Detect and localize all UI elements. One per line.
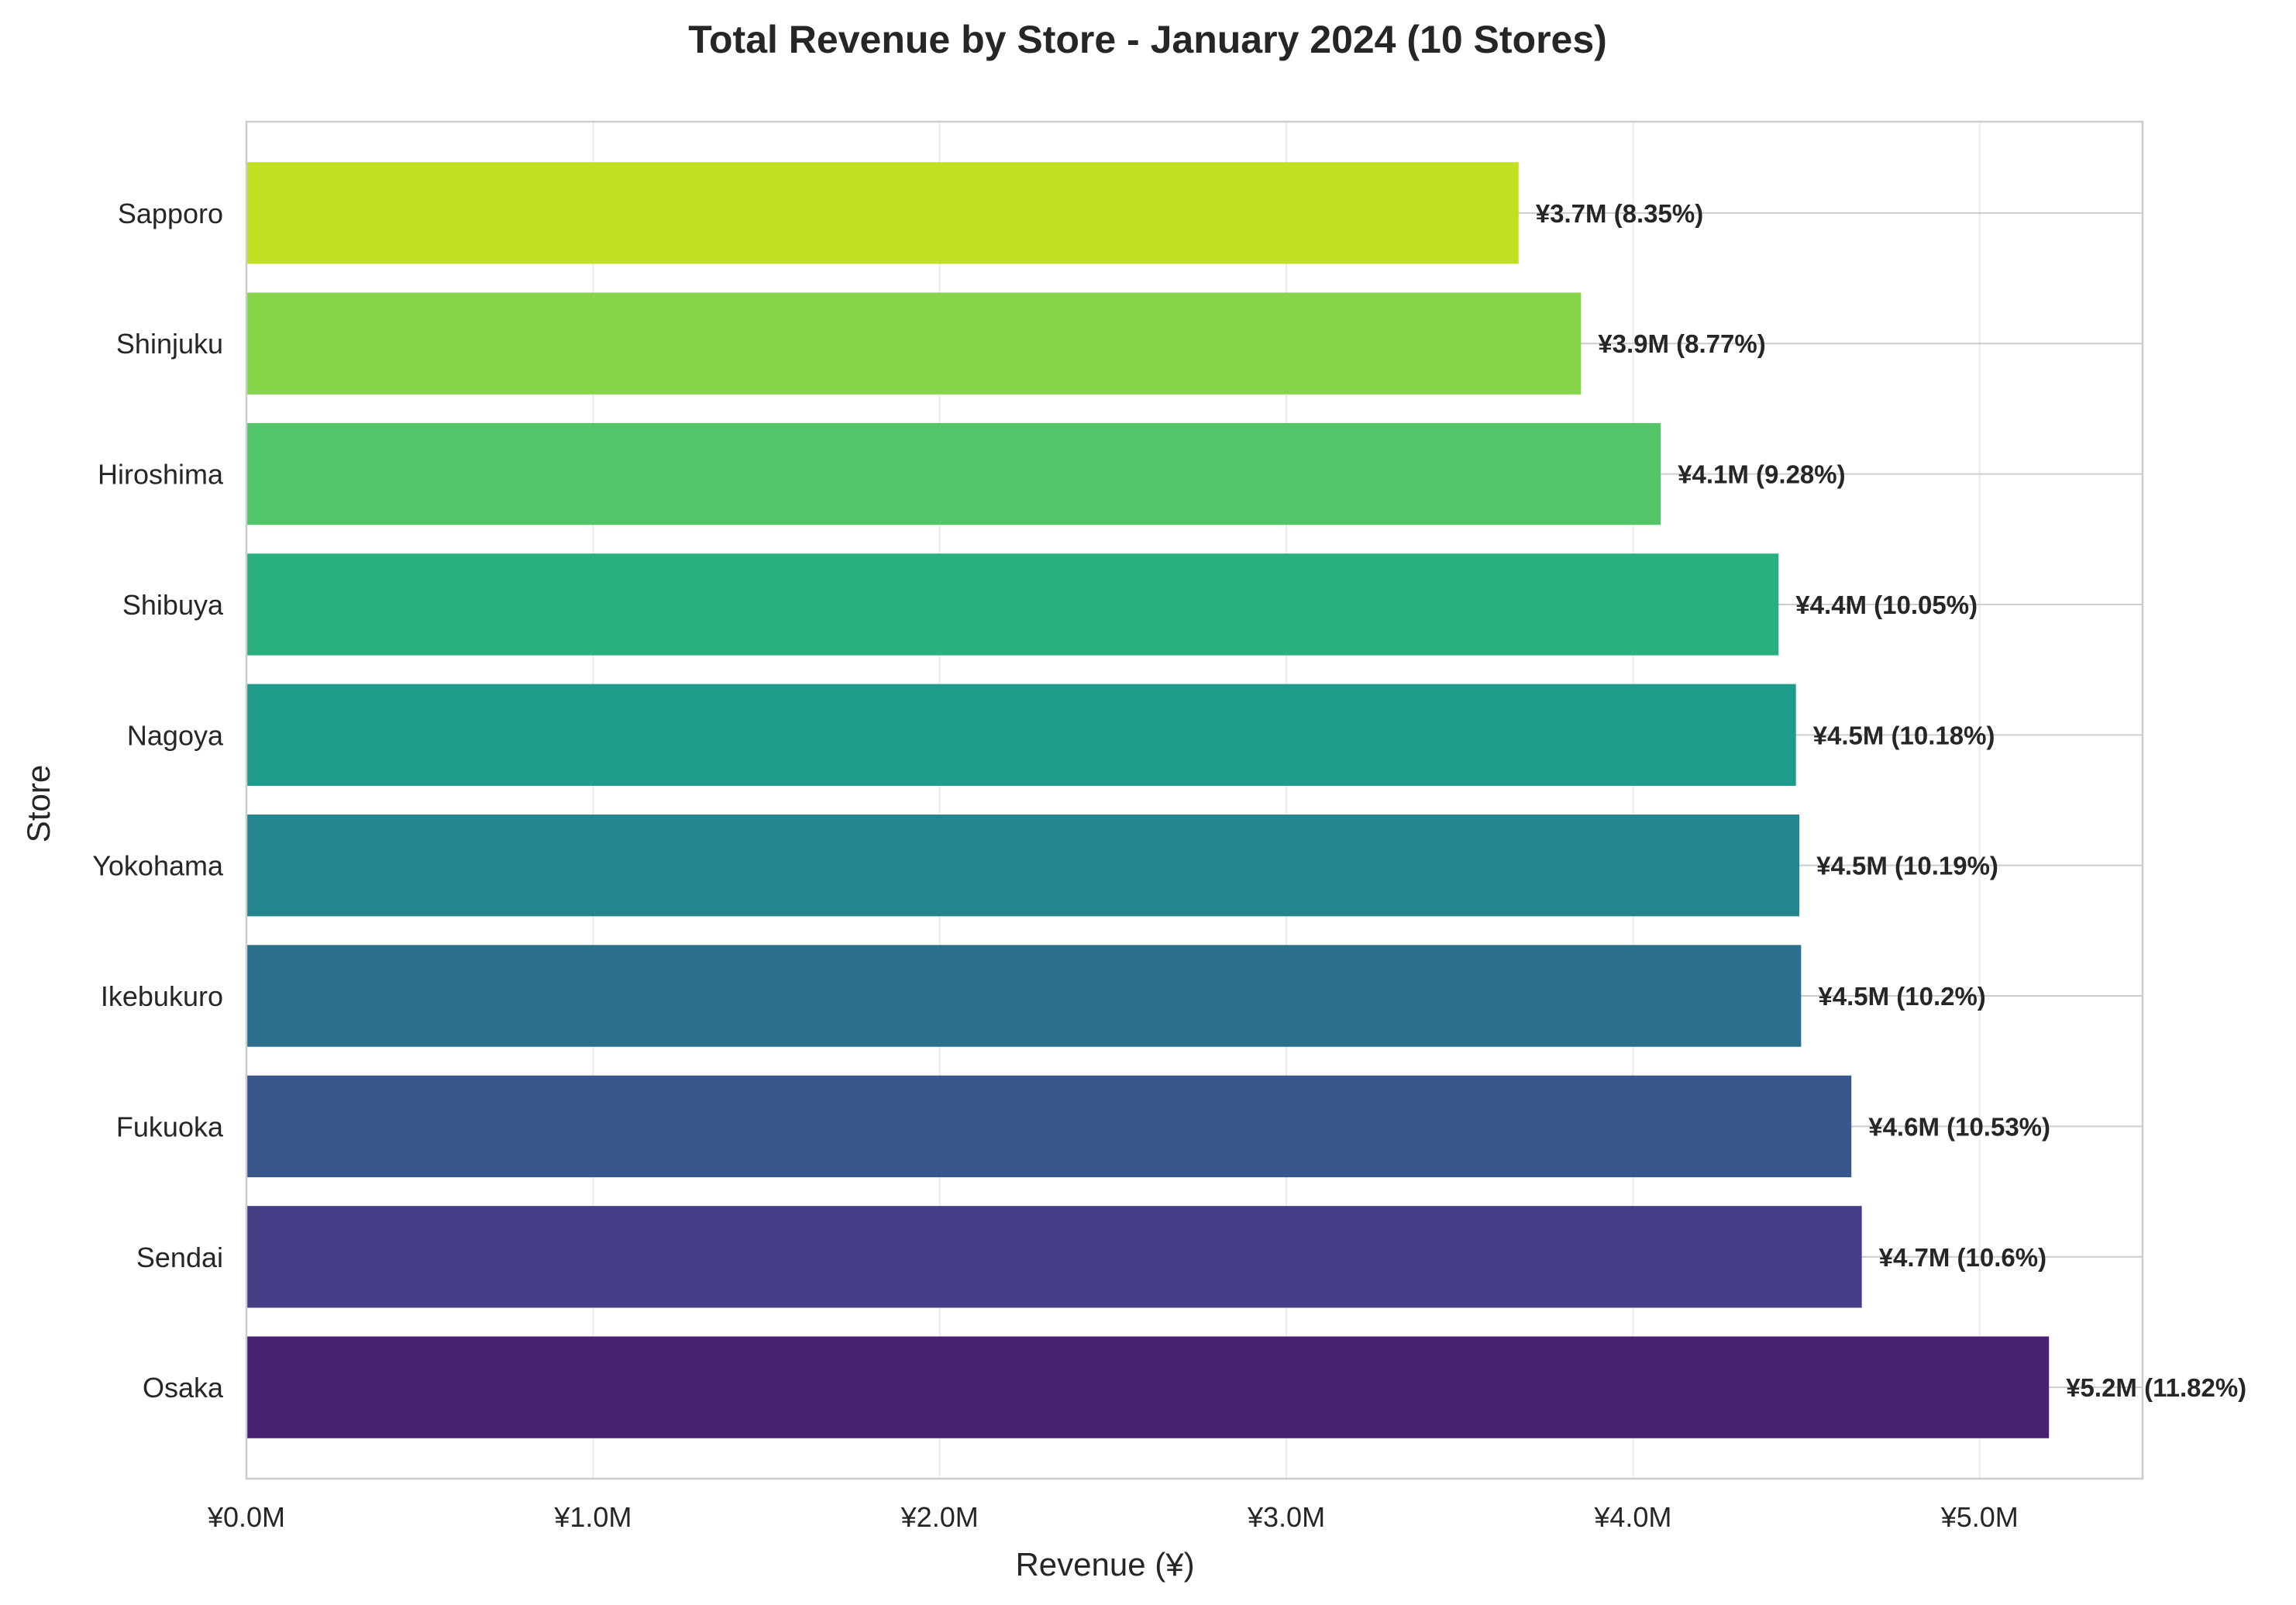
y-tick-label: Shibuya	[122, 589, 224, 621]
bar-value-label: ¥4.5M (10.2%)	[1818, 982, 1985, 1011]
y-tick-label: Shinjuku	[116, 328, 223, 360]
bar-osaka	[246, 1336, 2050, 1438]
x-tick-label: ¥4.0M	[1593, 1501, 1671, 1533]
bar-hiroshima	[246, 422, 1661, 525]
x-tick-label: ¥5.0M	[1940, 1501, 2019, 1533]
y-tick-label: Hiroshima	[98, 459, 224, 491]
y-tick-label: Fukuoka	[116, 1111, 224, 1142]
bar-ikebukuro	[246, 945, 1802, 1047]
bar-value-label: ¥4.7M (10.6%)	[1879, 1243, 2046, 1272]
bar-shibuya	[246, 553, 1779, 656]
bar-shinjuku	[246, 292, 1582, 394]
bar-value-label: ¥4.1M (9.28%)	[1678, 460, 1845, 489]
y-tick-label: Nagoya	[127, 719, 224, 751]
bar-yokohama	[246, 815, 1800, 917]
chart-title: Total Revenue by Store - January 2024 (1…	[688, 18, 1607, 61]
x-tick-label: ¥2.0M	[900, 1501, 979, 1533]
plot-frame	[245, 120, 2144, 1480]
bar-value-label: ¥5.2M (11.82%)	[2066, 1373, 2246, 1402]
bar-sendai	[246, 1206, 1862, 1308]
y-tick-label: Sendai	[136, 1242, 223, 1273]
bar-value-label: ¥3.7M (8.35%)	[1536, 199, 1703, 228]
bar-sapporo	[246, 162, 1519, 264]
bars: ¥3.7M (8.35%) ¥3.9M (8.77%) ¥4.1M (9.28%) ¥…	[246, 162, 2246, 1438]
y-tick-label: Osaka	[143, 1372, 224, 1404]
tick-labels: ¥0.0M ¥1.0M ¥2.0M ¥3.0M ¥4.0M ¥5.0M Sapporo Shi…	[92, 198, 2019, 1533]
bar-nagoya	[246, 684, 1796, 786]
y-tick-label: Yokohama	[92, 850, 224, 882]
x-tick-label: ¥1.0M	[553, 1501, 632, 1533]
x-axis-label: Revenue (¥)	[1015, 1546, 1194, 1583]
x-tick-label: ¥0.0M	[207, 1501, 285, 1533]
x-tick-label: ¥3.0M	[1247, 1501, 1325, 1533]
y-axis-label: Store	[20, 765, 57, 842]
bar-value-label: ¥3.9M (8.77%)	[1598, 329, 1765, 358]
y-tick-label: Sapporo	[118, 198, 223, 229]
bar-value-label: ¥4.6M (10.53%)	[1868, 1112, 2050, 1141]
y-tick-label: Ikebukuro	[101, 980, 223, 1012]
bar-value-label: ¥4.5M (10.18%)	[1813, 721, 1995, 749]
bar-fukuoka	[246, 1075, 1852, 1178]
bar-value-label: ¥4.5M (10.19%)	[1816, 852, 1998, 880]
bar-value-label: ¥4.4M (10.05%)	[1795, 591, 1978, 619]
